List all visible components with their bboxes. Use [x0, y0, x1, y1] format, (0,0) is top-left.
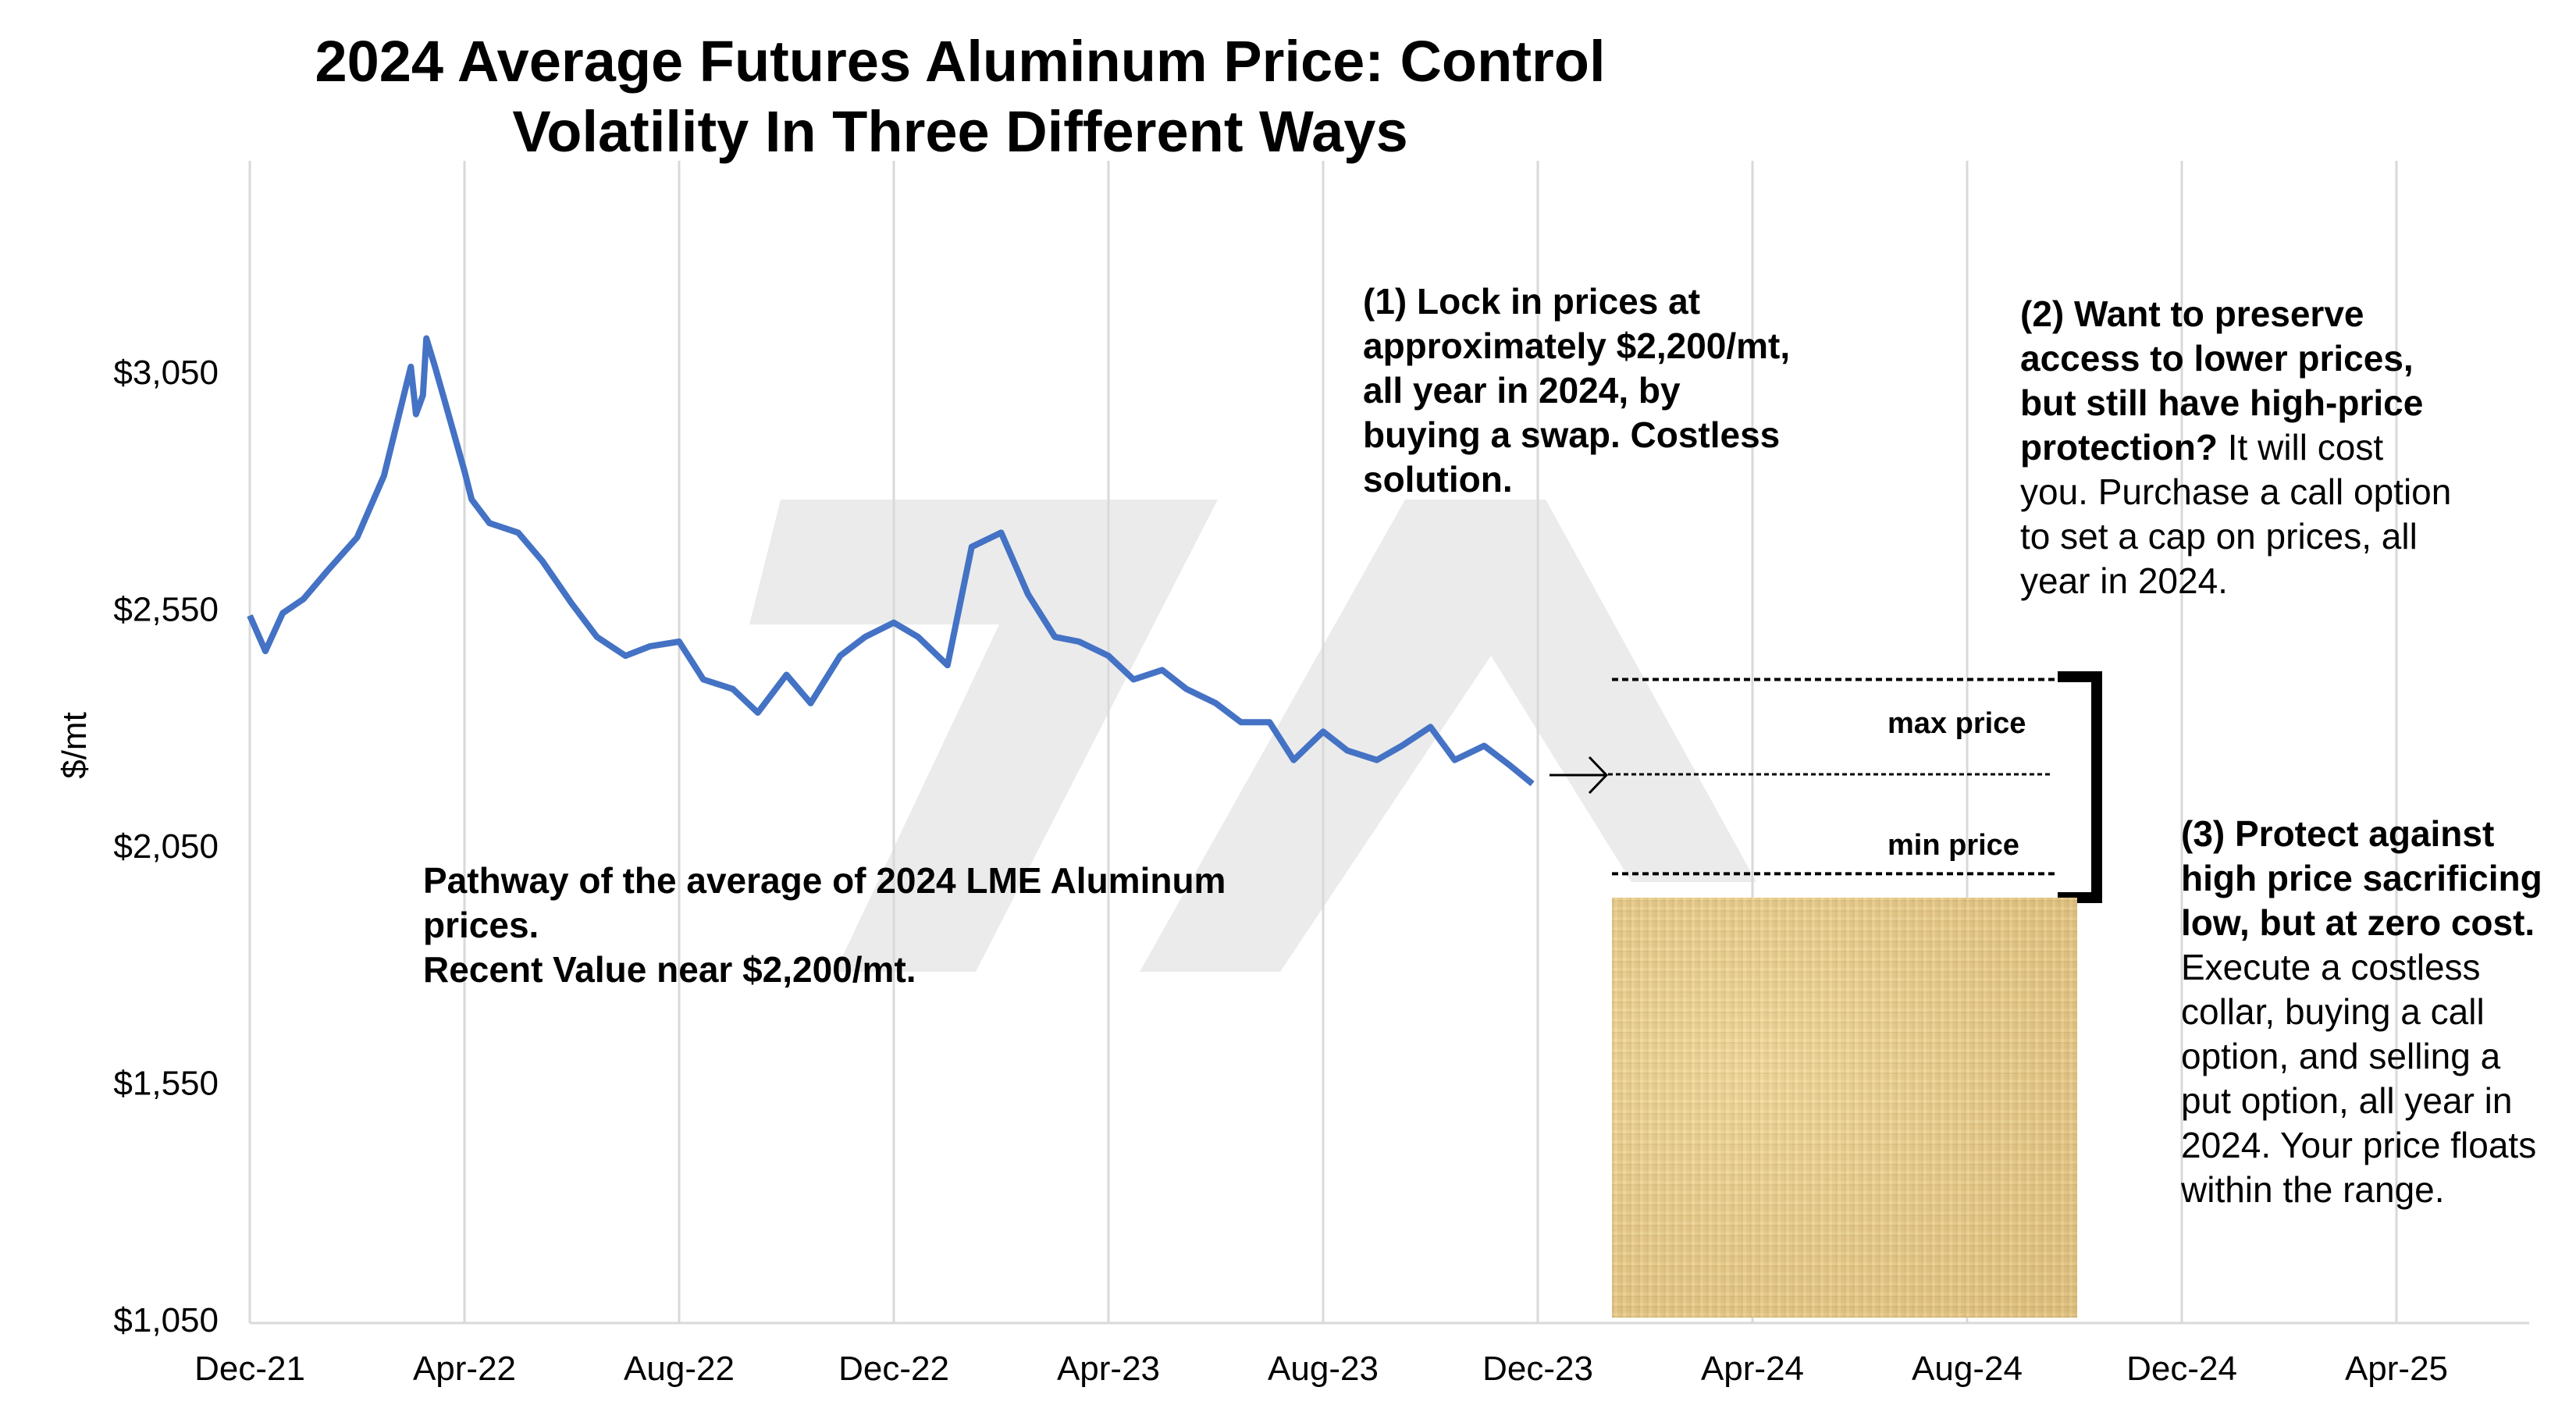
pathway-line-1: Pathway of the average of 2024 LME Alumi…	[423, 860, 1226, 945]
max-price-label: max price	[1888, 707, 2026, 740]
x-tick-label: Apr-23	[1057, 1350, 1160, 1388]
annotation-call-option-text: It will cost you. Purchase a call option…	[2020, 427, 2452, 601]
y-axis-label: $/mt	[55, 712, 94, 779]
x-tick-labels: Dec-21 Apr-22 Aug-22 Dec-22 Apr-23 Aug-23 Dec-…	[194, 1350, 2448, 1388]
y-tick-labels: $1,050 $1,550 $2,050 $2,550 $3,050	[113, 354, 219, 1339]
min-price-label: min price	[1888, 829, 2019, 862]
annotation-call-option-bold: (2) Want to preserve access to lower pri…	[2020, 293, 2424, 468]
collar-range-texture	[1612, 898, 2077, 1318]
y-tick-label: $1,050	[113, 1301, 219, 1339]
y-tick-label: $1,550	[113, 1065, 219, 1103]
annotation-collar-text: Execute a costless collar, buying a call…	[2181, 947, 2537, 1210]
price-levels	[1608, 678, 2058, 876]
x-tick-label: Apr-24	[1701, 1350, 1804, 1388]
annotation-swap: (1) Lock in prices at approximately $2,2…	[1363, 281, 1791, 500]
gridlines	[248, 161, 2529, 1325]
price-series-line	[247, 335, 1535, 787]
pathway-line-2: Recent Value near $2,200/mt.	[423, 949, 916, 990]
x-tick-label: Apr-22	[413, 1350, 516, 1388]
annotation-pathway: Pathway of the average of 2024 LME Alumi…	[423, 859, 1329, 992]
x-tick-label: Aug-23	[1268, 1350, 1379, 1388]
x-tick-label: Dec-22	[838, 1350, 949, 1388]
collar-bracket	[2058, 671, 2102, 903]
arrow-icon	[1550, 756, 1609, 795]
y-tick-label: $3,050	[113, 354, 219, 392]
annotation-call-option: (2) Want to preserve access to lower pri…	[2020, 292, 2457, 603]
x-tick-label: Dec-23	[1482, 1350, 1593, 1388]
watermark-shape	[749, 500, 1756, 972]
y-tick-label: $2,550	[113, 591, 219, 629]
y-tick-label: $2,050	[113, 827, 219, 866]
annotation-collar-bold: (3) Protect against high price sacrifici…	[2181, 813, 2542, 943]
x-tick-label: Aug-22	[624, 1350, 735, 1388]
x-tick-label: Dec-24	[2126, 1350, 2237, 1388]
watermark-logo	[749, 500, 1756, 972]
chart-title: 2024 Average Futures Aluminum Price: Con…	[315, 29, 1606, 164]
x-tick-label: Aug-24	[1912, 1350, 2023, 1388]
x-tick-label: Dec-21	[194, 1350, 305, 1388]
x-tick-label: Apr-25	[2345, 1350, 2448, 1388]
annotation-collar: (3) Protect against high price sacrifici…	[2181, 812, 2548, 1212]
